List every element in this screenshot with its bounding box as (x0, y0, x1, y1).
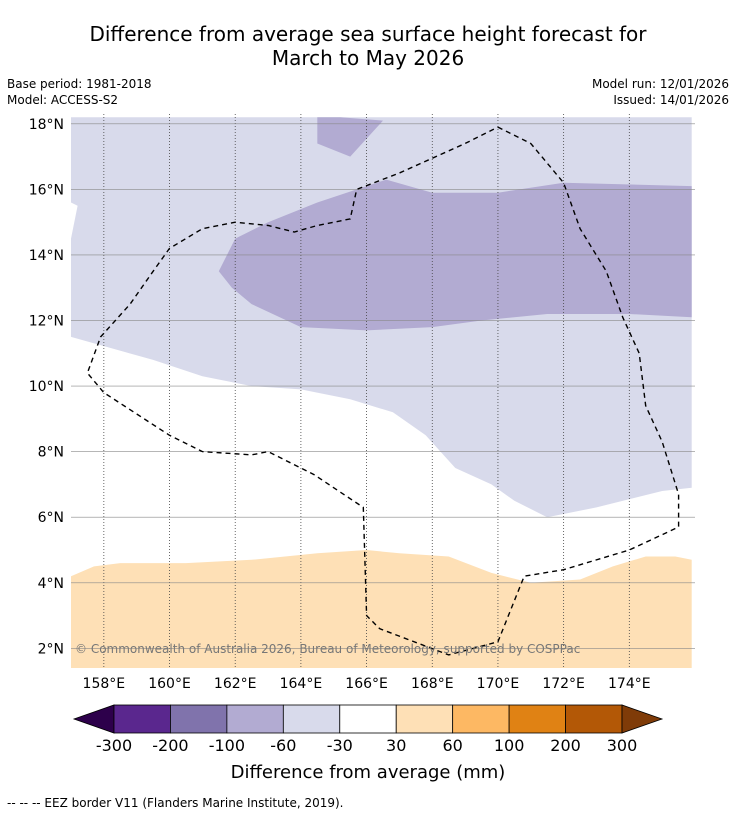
x-tick-label: 172°E (542, 676, 585, 692)
colorbar-tick-label: 60 (442, 736, 462, 755)
map-plot-area (71, 114, 695, 668)
x-tick-label: 158°E (83, 676, 126, 692)
colorbar: -300 -200 -100 -60 -30 30 60 100 200 300 Differenc… (72, 704, 664, 783)
copyright-notice: © Commonwealth of Australia 2026, Bureau… (75, 642, 580, 656)
colorbar-tick-label: -100 (209, 736, 245, 755)
colorbar-extend-low (72, 704, 115, 734)
x-tick-label: 166°E (345, 676, 388, 692)
x-tick-label: 174°E (608, 676, 651, 692)
colorbar-extend-high (621, 704, 664, 734)
colorbar-bin-4 (282, 704, 341, 734)
colorbar-tick-label: -30 (327, 736, 353, 755)
y-tick-label: 12°N (29, 314, 64, 330)
colorbar-bin-2 (170, 704, 228, 734)
colorbar-tick-label: 300 (607, 736, 638, 755)
colorbar-bin-5 (339, 704, 397, 734)
y-tick-label: 8°N (38, 445, 64, 461)
colorbar-tick-label: -60 (270, 736, 296, 755)
anomaly-region-3 (317, 117, 383, 157)
chart-title-line-1: Difference from average sea surface heig… (89, 22, 647, 46)
y-tick-label: 16°N (29, 182, 64, 198)
colorbar-tick-label: 30 (386, 736, 406, 755)
map-axes: 158°E 160°E 162°E 164°E 166°E 168°E 170°E 172°E… (29, 117, 651, 692)
x-tick-label: 164°E (280, 676, 323, 692)
model-name: Model: ACCESS-S2 (7, 93, 119, 107)
y-tick-label: 4°N (38, 576, 64, 592)
colorbar-tick-label: 200 (550, 736, 581, 755)
y-tick-label: 6°N (38, 510, 64, 526)
x-tick-label: 170°E (477, 676, 520, 692)
colorbar-bin-1 (113, 704, 171, 734)
x-tick-label: 160°E (148, 676, 191, 692)
meta-right: Model run: 12/01/2026 Issued: 14/01/2026 (592, 76, 729, 108)
colorbar-bin-6 (395, 704, 454, 734)
anomaly-region-4 (71, 550, 692, 668)
colorbar-bin-7 (452, 704, 510, 734)
colorbar-tick-label: -300 (96, 736, 132, 755)
meta-left: Base period: 1981-2018 Model: ACCESS-S2 (7, 76, 152, 108)
model-run: Model run: 12/01/2026 (591, 77, 729, 91)
colorbar-bin-9 (565, 704, 623, 734)
chart-title-line-2: March to May 2026 (271, 46, 465, 70)
issued-date: Issued: 14/01/2026 (613, 93, 729, 107)
eez-border (86, 126, 680, 656)
y-tick-label: 14°N (29, 248, 64, 264)
colorbar-bin-3 (226, 704, 284, 734)
y-tick-label: 2°N (38, 641, 64, 657)
colorbar-tick-label: 100 (494, 736, 525, 755)
x-tick-label: 162°E (214, 676, 257, 692)
colorbar-tick-label: -200 (152, 736, 188, 755)
y-tick-label: 18°N (29, 117, 64, 133)
chart-title: Difference from average sea surface heig… (0, 22, 736, 70)
x-tick-label: 168°E (411, 676, 454, 692)
base-period: Base period: 1981-2018 (7, 77, 152, 91)
y-tick-label: 10°N (29, 379, 64, 395)
colorbar-label: Difference from average (mm) (231, 762, 506, 783)
eez-border-note: -- -- -- EEZ border V11 (Flanders Marine… (7, 796, 344, 810)
colorbar-bin-8 (508, 704, 566, 734)
